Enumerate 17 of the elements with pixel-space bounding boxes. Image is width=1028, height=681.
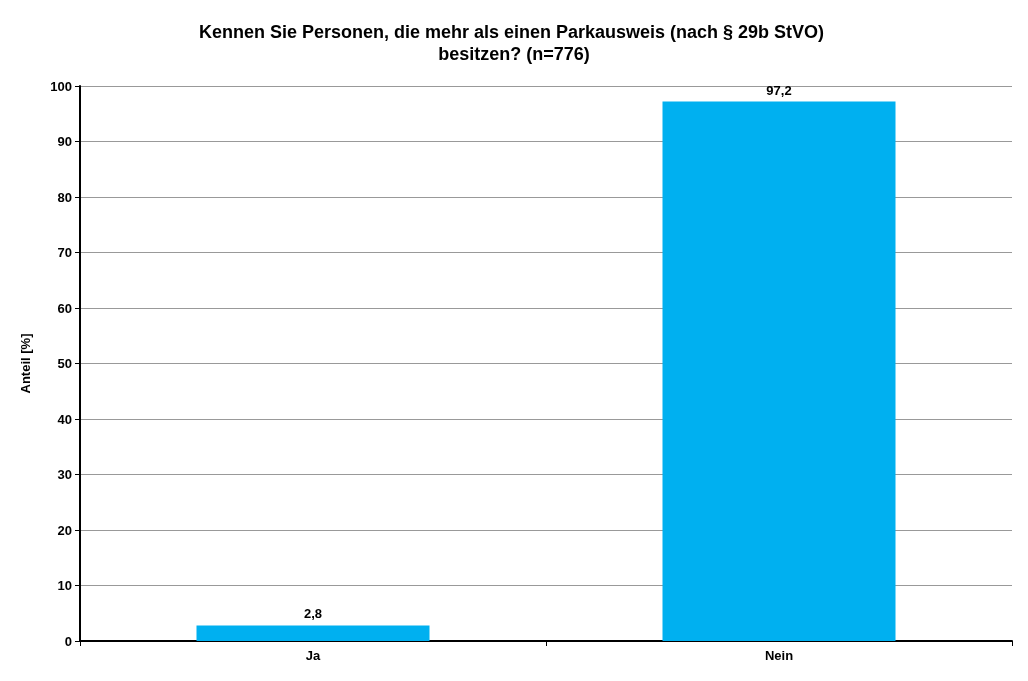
chart-title: Kennen Sie Personen, die mehr als einen Parkausweis (nach § 29b StVO) besitzen? (n=776): [198, 22, 830, 64]
y-tick-label: 20: [57, 522, 72, 538]
y-tick-label: 50: [57, 356, 72, 371]
y-axis-title: Anteil [%]: [18, 333, 33, 394]
y-tick-label: 100: [50, 78, 72, 94]
x-tick-label: Nein: [764, 648, 794, 663]
y-tick-label: 0: [64, 633, 72, 649]
y-tick-label: 80: [57, 189, 72, 205]
x-tick-label: Ja: [305, 648, 321, 663]
y-tick-label: 90: [57, 134, 72, 149]
y-tick-label: 30: [57, 467, 72, 482]
data-label: 2,8: [303, 606, 323, 622]
y-tick-label: 60: [57, 300, 72, 316]
data-label: 97,2: [766, 82, 792, 98]
y-tick-label: 10: [57, 578, 72, 593]
y-tick-label: 40: [57, 411, 72, 427]
y-tick-label: 70: [57, 245, 72, 260]
